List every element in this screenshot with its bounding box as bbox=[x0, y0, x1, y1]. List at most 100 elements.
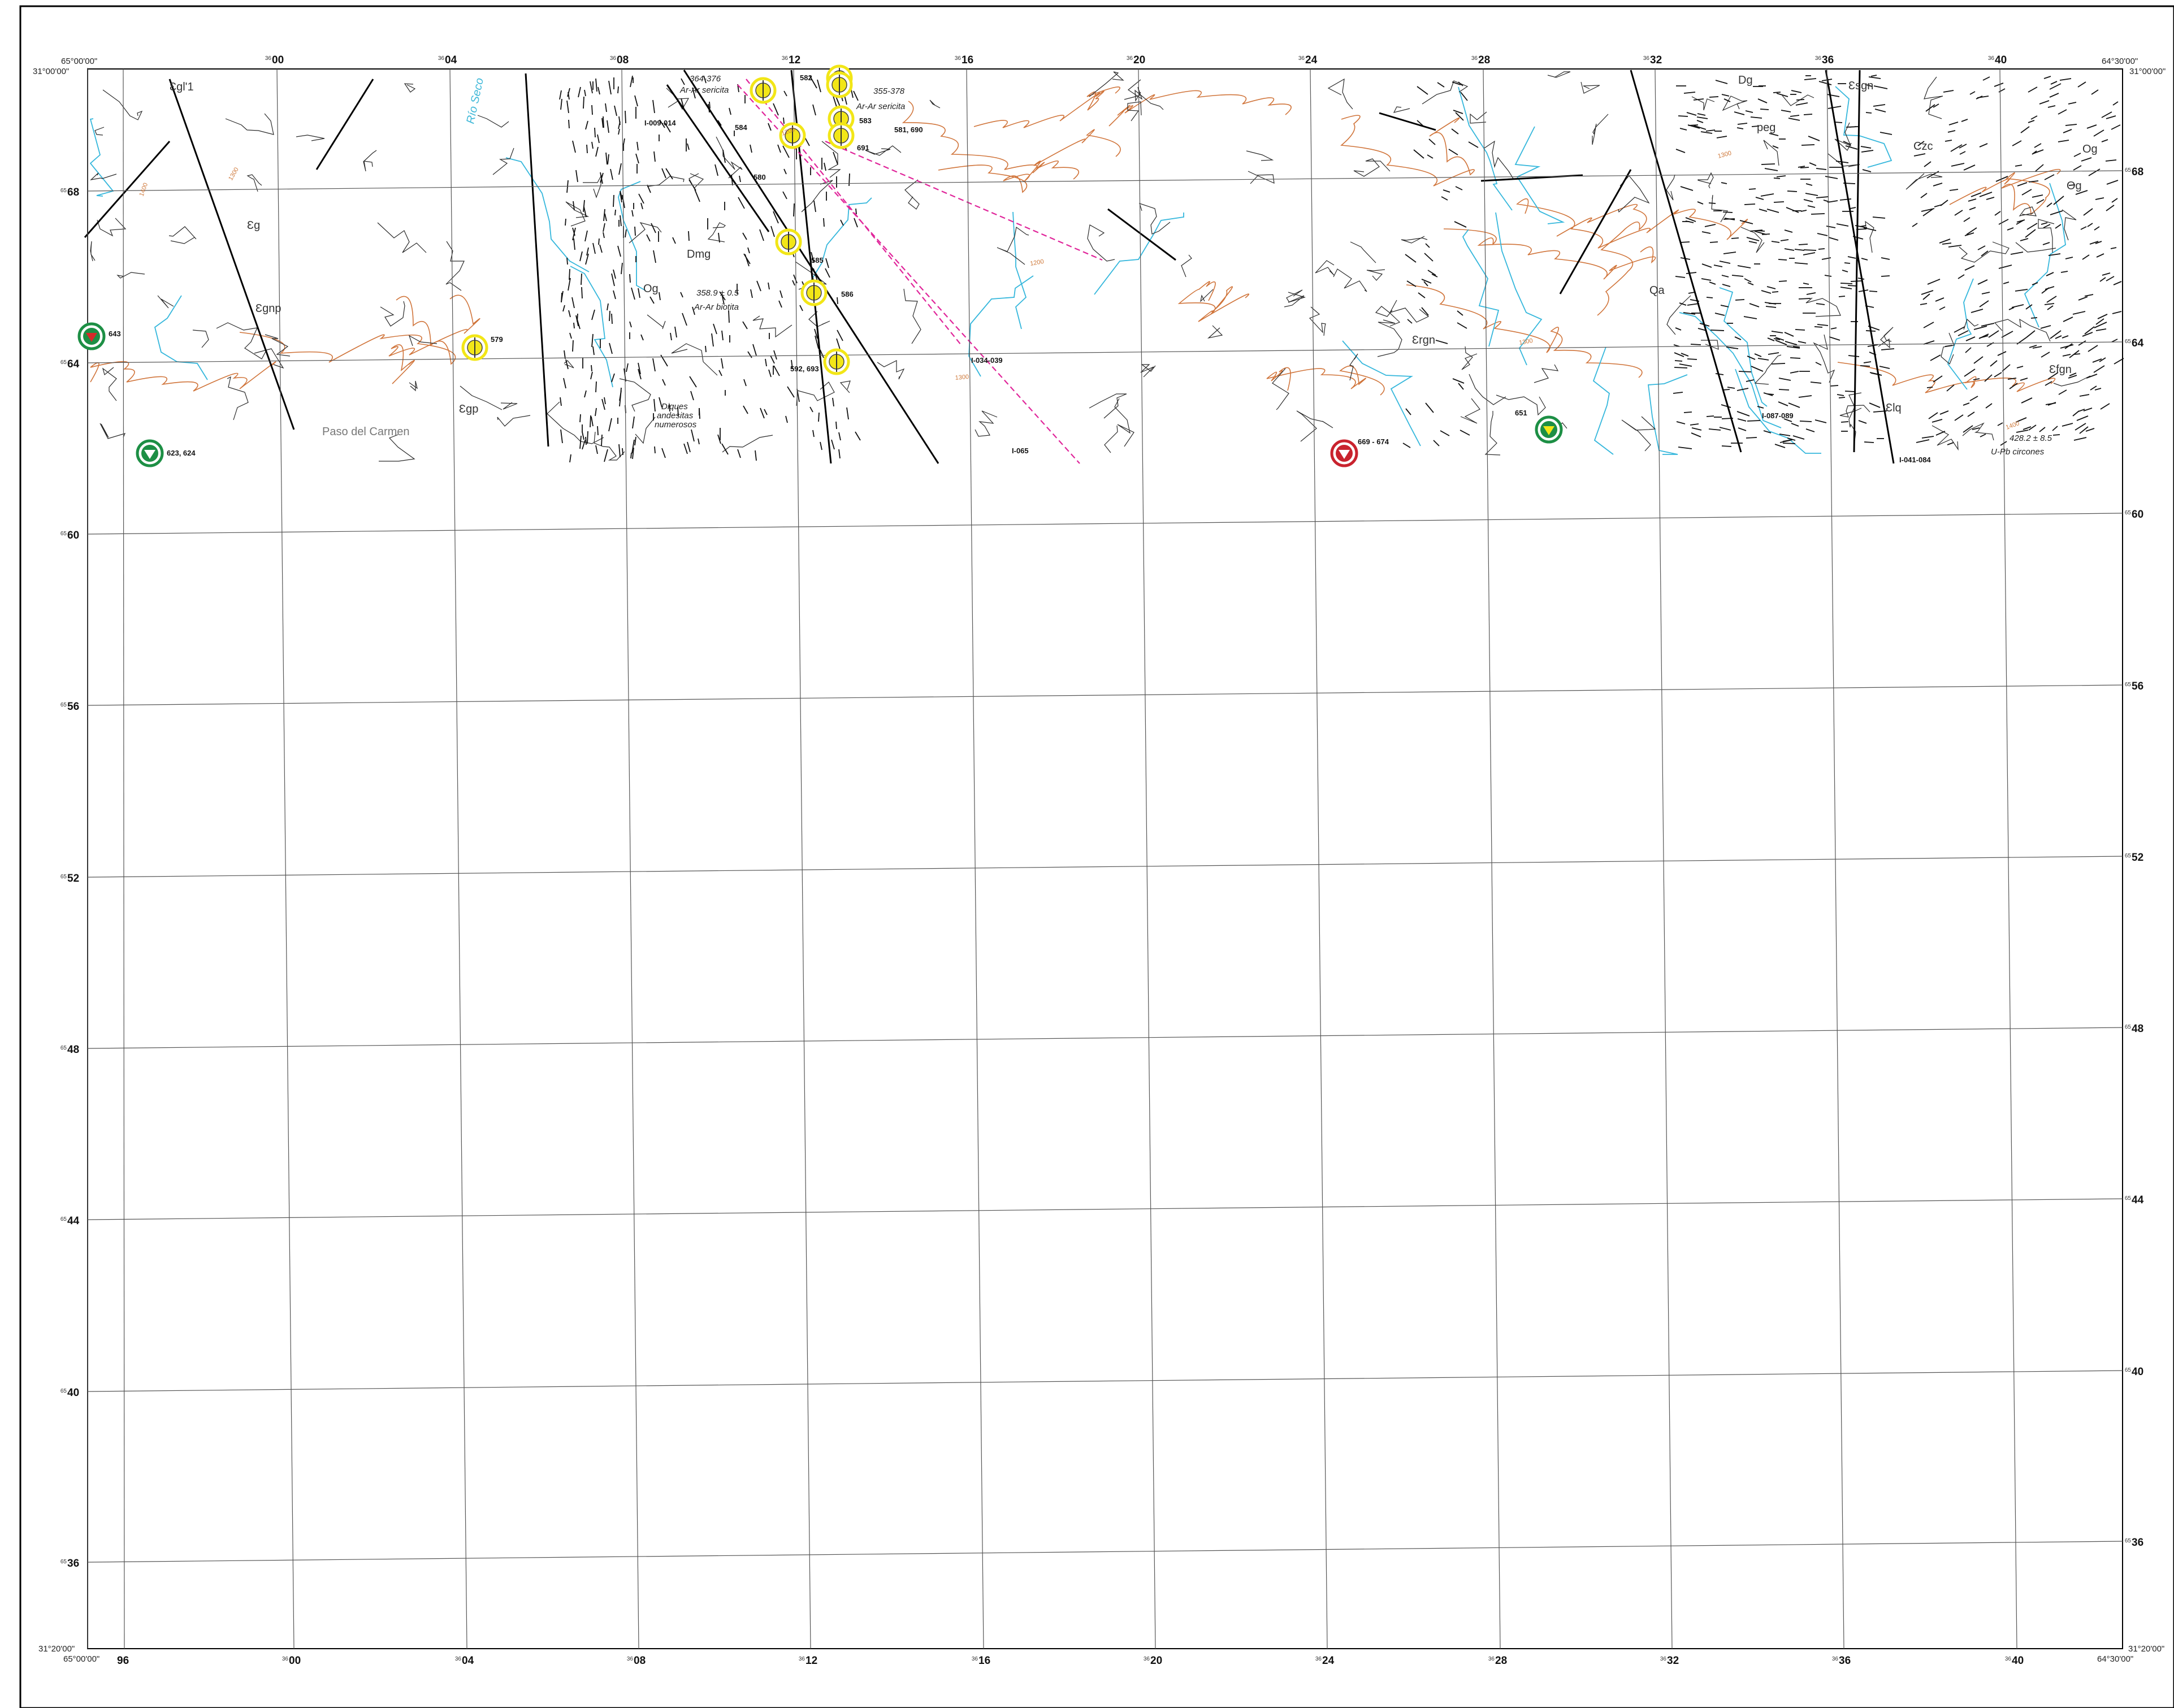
sample-label: 623, 624 bbox=[167, 449, 196, 457]
foliation-mark bbox=[1979, 192, 1993, 197]
contour-line bbox=[1406, 284, 1643, 378]
foliation-mark bbox=[595, 408, 597, 417]
foliation-mark bbox=[1413, 149, 1424, 159]
foliation-mark bbox=[1830, 385, 1839, 387]
foliation-mark bbox=[565, 218, 566, 226]
foliation-mark bbox=[2063, 129, 2072, 133]
foliation-mark bbox=[2055, 335, 2062, 339]
foliation-mark bbox=[2046, 272, 2054, 276]
coordinate-label: 36 16 bbox=[972, 1655, 990, 1667]
foliation-mark bbox=[1926, 387, 1933, 388]
coordinate-value: 20 bbox=[1133, 54, 1145, 66]
foliation-mark bbox=[825, 268, 830, 278]
coordinate-prefix: 36 bbox=[1315, 1656, 1322, 1662]
foliation-mark bbox=[672, 237, 676, 244]
coordinate-prefix: 65 bbox=[2125, 1367, 2132, 1373]
foliation-mark bbox=[1715, 80, 1728, 84]
foliation-mark bbox=[824, 162, 826, 171]
foliation-mark bbox=[1750, 116, 1762, 119]
foliation-mark bbox=[2043, 224, 2051, 228]
foliation-mark bbox=[584, 230, 588, 242]
geologic-contact bbox=[377, 222, 427, 253]
geologic-contact bbox=[1865, 220, 1874, 253]
foliation-mark bbox=[2043, 76, 2051, 79]
foliation-mark bbox=[609, 343, 613, 354]
foliation-mark bbox=[1691, 432, 1701, 437]
foliation-mark bbox=[1778, 401, 1788, 406]
river-line bbox=[154, 295, 208, 380]
foliation-mark bbox=[601, 118, 604, 128]
foliation-mark bbox=[1452, 378, 1465, 384]
foliation-mark bbox=[1761, 290, 1772, 294]
age-label: 355-378 bbox=[873, 86, 905, 96]
coordinate-value: 40 bbox=[2132, 1366, 2143, 1378]
foliation-mark bbox=[634, 95, 638, 107]
geologic-contact bbox=[1089, 393, 1127, 419]
foliation-mark bbox=[1997, 351, 2007, 356]
foliation-mark bbox=[1433, 440, 1440, 446]
foliation-mark bbox=[649, 296, 655, 304]
foliation-mark bbox=[592, 346, 595, 356]
geology-layer bbox=[84, 70, 2124, 464]
foliation-mark bbox=[647, 184, 651, 193]
age-label: Ar-Ar biotita bbox=[694, 302, 739, 312]
foliation-mark bbox=[2032, 346, 2042, 349]
foliation-mark bbox=[632, 416, 635, 429]
foliation-mark bbox=[640, 334, 644, 341]
coordinate-prefix: 65 bbox=[2125, 1538, 2132, 1544]
geologic-contact bbox=[1350, 241, 1376, 263]
geologic-contact bbox=[1104, 425, 1118, 453]
foliation-mark bbox=[2007, 378, 2017, 380]
foliation-mark bbox=[1425, 402, 1434, 413]
contour-line bbox=[1516, 198, 1748, 249]
foliation-mark bbox=[581, 273, 582, 285]
geologic-contact bbox=[1592, 114, 1609, 145]
foliation-mark bbox=[620, 215, 622, 227]
river-line bbox=[570, 266, 613, 388]
coordinate-label: 65 40 bbox=[60, 1387, 79, 1399]
foliation-mark bbox=[1804, 78, 1817, 80]
geologic-contact bbox=[716, 136, 743, 179]
foliation-mark bbox=[2026, 330, 2036, 338]
foliation-mark bbox=[773, 350, 777, 360]
foliation-mark bbox=[692, 87, 696, 99]
foliation-mark bbox=[1807, 205, 1816, 208]
foliation-mark bbox=[2075, 190, 2088, 195]
geologic-contact bbox=[1691, 96, 1715, 111]
foliation-mark bbox=[1421, 307, 1429, 316]
foliation-mark bbox=[1779, 433, 1791, 436]
coordinate-prefix: 65 bbox=[2125, 510, 2132, 516]
foliation-mark bbox=[1773, 92, 1781, 93]
foliation-mark bbox=[1967, 411, 1975, 417]
foliation-mark bbox=[742, 232, 747, 240]
foliation-mark bbox=[1458, 383, 1464, 390]
foliation-mark bbox=[566, 257, 568, 265]
foliation-mark bbox=[2011, 304, 2024, 308]
foliation-mark bbox=[562, 305, 565, 312]
foliation-mark bbox=[1734, 336, 1742, 340]
foliation-mark bbox=[1687, 124, 1700, 129]
geologic-contact bbox=[594, 431, 625, 461]
foliation-mark bbox=[2052, 426, 2058, 431]
foliation-mark bbox=[2112, 101, 2119, 106]
foliation-mark bbox=[1775, 337, 1785, 341]
foliation-mark bbox=[1719, 261, 1731, 264]
foliation-mark bbox=[582, 431, 584, 440]
foliation-mark bbox=[2093, 129, 2104, 137]
foliation-mark bbox=[2034, 143, 2042, 148]
foliation-mark bbox=[750, 289, 753, 298]
foliation-mark bbox=[2064, 343, 2073, 349]
foliation-mark bbox=[607, 154, 609, 165]
foliation-mark bbox=[1734, 111, 1745, 115]
foliation-mark bbox=[1924, 161, 1932, 167]
foliation-mark bbox=[1437, 82, 1445, 88]
foliation-mark bbox=[1806, 292, 1816, 295]
foliation-mark bbox=[2000, 441, 2007, 446]
foliation-mark bbox=[1879, 366, 1890, 369]
foliation-mark bbox=[1697, 113, 1706, 116]
foliation-mark bbox=[1679, 128, 1687, 131]
geologic-contact bbox=[1469, 374, 1506, 405]
coordinate-prefix: 36 bbox=[627, 1656, 634, 1662]
coordinate-label: 65 68 bbox=[60, 187, 79, 198]
contour-labels: 1200 1200 1400 1300 1300 1300 1400 1300 bbox=[138, 126, 2020, 431]
